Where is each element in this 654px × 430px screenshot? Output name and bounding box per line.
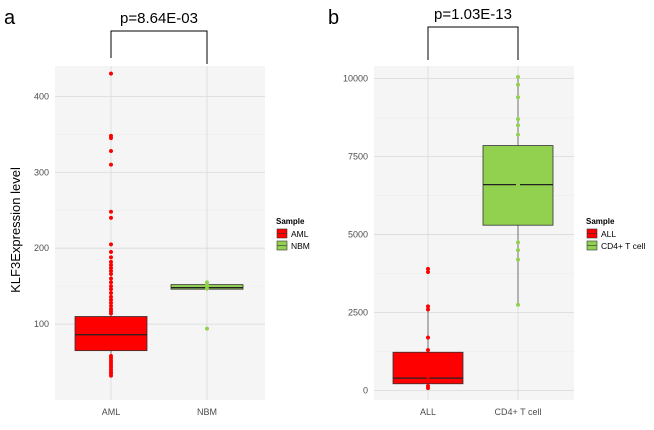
data-point <box>515 95 521 100</box>
box-aml <box>74 71 148 378</box>
data-point <box>204 326 210 331</box>
data-point <box>515 248 521 253</box>
box-nbm <box>170 280 244 331</box>
y-tick-label: 2500 <box>348 308 368 318</box>
legend-label-all: ALL <box>601 229 616 239</box>
plot-background-b <box>374 66 574 400</box>
p-value-a: p=8.64E-03 <box>120 10 198 27</box>
data-point <box>425 369 431 374</box>
data-point <box>515 207 521 212</box>
data-point <box>515 170 521 175</box>
p-value-b: p=1.03E-13 <box>434 6 512 23</box>
legend-label-cd4: CD4+ T cell <box>601 241 645 251</box>
y-axis-title-a: KLF3Expression level <box>8 167 23 293</box>
data-point <box>108 71 114 76</box>
legend-item-aml: AML <box>276 228 309 239</box>
y-tick-label: 7500 <box>348 152 368 162</box>
data-point <box>425 269 431 275</box>
data-point <box>425 354 431 359</box>
data-point <box>515 240 521 245</box>
legend-item-cd4: CD4+ T cell <box>586 240 645 251</box>
y-tick-label: 300 <box>34 167 49 177</box>
y-tick-label: 400 <box>34 91 49 101</box>
data-point <box>108 290 114 296</box>
data-point <box>515 132 521 137</box>
data-point <box>108 373 114 378</box>
data-point <box>108 249 114 255</box>
x-tick-label: AML <box>102 407 121 417</box>
data-point <box>108 271 114 277</box>
legend-item-all: ALL <box>586 228 616 239</box>
data-point <box>515 82 521 87</box>
data-point <box>108 148 114 154</box>
data-point <box>108 255 114 260</box>
legend-label-aml: AML <box>291 229 309 239</box>
data-point <box>515 182 521 187</box>
significance-bracket-a: p=8.64E-03 <box>110 10 208 64</box>
y-tick-label: 200 <box>34 243 49 253</box>
legend-title-b: Sample <box>586 217 615 226</box>
x-tick-label: ALL <box>420 407 436 417</box>
data-point <box>425 348 431 353</box>
data-point <box>425 386 431 391</box>
data-point <box>108 311 114 316</box>
data-point <box>425 335 431 340</box>
legend-label-nbm: NBM <box>291 241 310 251</box>
boxplot-panel-a: 100 200 300 400 AML NBM <box>34 66 265 417</box>
data-point <box>425 307 431 312</box>
data-point <box>425 363 431 368</box>
data-point <box>515 257 521 262</box>
legend-item-nbm: NBM <box>276 240 310 251</box>
y-tick-label: 5000 <box>348 230 368 240</box>
boxplot-panel-b: 0 2500 5000 7500 10000 ALL CD4+ T cell <box>343 66 574 417</box>
y-tick-label: 100 <box>34 319 49 329</box>
data-point <box>515 123 521 128</box>
data-point <box>425 374 431 379</box>
data-point <box>108 215 114 220</box>
significance-bracket-b: p=1.03E-13 <box>427 6 519 60</box>
box-iqr <box>74 316 148 352</box>
legend-b: Sample ALL CD4+ T cell <box>586 217 645 251</box>
data-point <box>108 287 114 292</box>
data-point <box>108 280 114 285</box>
y-tick-label: 10000 <box>343 73 368 83</box>
data-point <box>108 276 114 281</box>
box-cd4-t-cell <box>482 74 554 307</box>
data-point <box>204 286 210 291</box>
data-point <box>108 162 114 167</box>
data-point <box>425 379 431 384</box>
data-point <box>515 302 521 307</box>
data-point <box>204 280 210 285</box>
data-point <box>515 117 521 122</box>
x-tick-label: CD4+ T cell <box>495 407 542 417</box>
panel-b-label: b <box>328 7 339 29</box>
y-tick-label: 0 <box>363 386 368 396</box>
box-all <box>392 266 464 391</box>
panel-a-label: a <box>4 7 16 29</box>
legend-a: Sample AML NBM <box>276 217 310 251</box>
data-point <box>515 74 521 79</box>
x-tick-label: NBM <box>197 407 217 417</box>
data-point <box>108 209 114 214</box>
legend-title-a: Sample <box>276 217 305 226</box>
data-point <box>108 242 114 247</box>
data-point <box>108 136 114 141</box>
